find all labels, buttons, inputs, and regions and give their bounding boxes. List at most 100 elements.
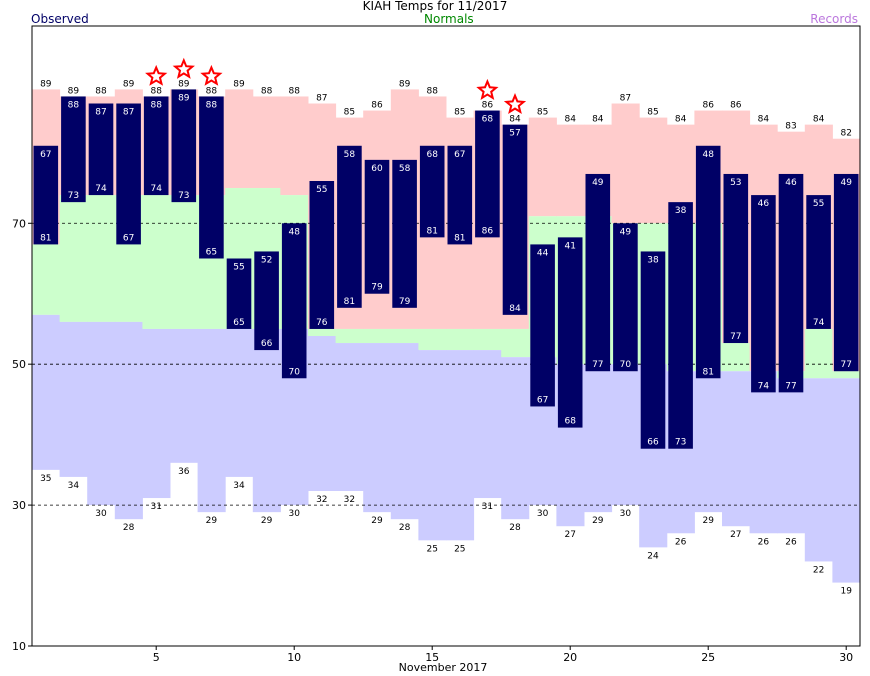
record-high-label: 88 <box>288 86 300 96</box>
x-tick-label: 25 <box>701 651 715 664</box>
observed-low-label: 77 <box>840 360 851 370</box>
record-low-band <box>473 350 502 499</box>
record-high-label: 89 <box>68 86 80 96</box>
observed-high-label: 46 <box>785 178 797 188</box>
record-low-label: 24 <box>647 551 659 561</box>
observed-low-label: 81 <box>344 297 355 307</box>
record-high-label: 85 <box>454 108 465 118</box>
observed-low-label: 65 <box>206 248 217 258</box>
record-low-label: 28 <box>509 523 521 533</box>
observed-high-label: 87 <box>123 108 134 118</box>
record-high-label: 87 <box>620 94 631 104</box>
record-low-label: 32 <box>316 495 327 505</box>
observed-bar <box>447 145 473 245</box>
observed-bar <box>281 223 307 379</box>
observed-bar <box>337 145 362 308</box>
record-low-label: 22 <box>813 565 824 575</box>
observed-bar <box>171 89 197 203</box>
chart-title: KIAH Temps for 11/2017 <box>362 0 508 13</box>
normal-band <box>170 195 199 329</box>
observed-low-label: 77 <box>730 332 741 342</box>
normal-band <box>335 328 364 344</box>
observed-low-label: 81 <box>40 233 51 243</box>
record-low-label: 30 <box>620 509 632 519</box>
record-low-band <box>59 321 88 477</box>
record-high-label: 84 <box>675 115 687 125</box>
observed-low-label: 77 <box>785 381 796 391</box>
observed-high-label: 46 <box>758 199 770 209</box>
record-low-label: 29 <box>702 516 714 526</box>
observed-bar <box>502 124 528 315</box>
legend-observed: Observed <box>31 12 89 26</box>
normal-band <box>59 195 88 322</box>
record-high-label: 88 <box>261 86 273 96</box>
x-tick-label: 10 <box>287 651 301 664</box>
observed-low-label: 81 <box>426 226 437 236</box>
observed-high-label: 67 <box>454 150 465 160</box>
observed-high-label: 58 <box>399 164 411 174</box>
record-high-label: 88 <box>95 86 107 96</box>
observed-high-label: 88 <box>68 100 80 110</box>
record-high-band <box>528 117 557 217</box>
record-low-label: 34 <box>233 481 245 491</box>
record-high-label: 88 <box>426 86 438 96</box>
record-low-label: 32 <box>344 495 355 505</box>
record-high-label: 84 <box>758 115 770 125</box>
x-tick-label: 30 <box>839 651 853 664</box>
observed-high-label: 88 <box>150 100 162 110</box>
record-low-band <box>252 328 281 513</box>
observed-low-label: 65 <box>233 318 244 328</box>
normal-band <box>363 328 392 344</box>
observed-high-label: 38 <box>675 206 687 216</box>
observed-low-label: 74 <box>150 184 162 194</box>
record-high-label: 89 <box>40 79 52 89</box>
record-low-label: 35 <box>40 474 51 484</box>
observed-high-label: 89 <box>178 93 190 103</box>
record-low-band <box>142 328 171 499</box>
record-high-label: 86 <box>730 101 742 111</box>
record-high-label: 83 <box>785 122 796 132</box>
record-low-band <box>584 364 613 513</box>
observed-bar <box>475 110 500 238</box>
record-low-label: 30 <box>288 509 300 519</box>
record-low-band <box>32 314 61 470</box>
record-low-band <box>832 378 861 583</box>
record-high-label: 85 <box>537 108 548 118</box>
observed-bar <box>88 103 114 196</box>
normal-band <box>390 328 419 344</box>
record-high-band <box>280 96 309 196</box>
observed-high-label: 49 <box>620 227 632 237</box>
observed-bar <box>61 96 86 203</box>
record-high-label: 89 <box>123 79 135 89</box>
record-high-label: 88 <box>206 86 218 96</box>
observed-bar <box>116 103 141 245</box>
record-high-label: 82 <box>840 129 851 139</box>
record-high-label: 85 <box>647 108 658 118</box>
record-high-label: 84 <box>564 115 576 125</box>
observed-low-label: 81 <box>454 233 465 243</box>
observed-bar <box>226 258 252 329</box>
record-low-band <box>501 357 530 520</box>
observed-bar <box>668 202 693 449</box>
observed-bar <box>530 244 555 407</box>
record-low-label: 29 <box>592 516 604 526</box>
observed-low-label: 73 <box>675 438 686 448</box>
observed-high-label: 88 <box>206 100 218 110</box>
observed-low-label: 70 <box>620 360 632 370</box>
record-low-label: 25 <box>454 544 465 554</box>
observed-bar <box>723 173 749 344</box>
observed-bar <box>254 251 279 351</box>
record-low-label: 29 <box>206 516 218 526</box>
observed-low-label: 86 <box>482 226 494 236</box>
record-high-label: 84 <box>592 115 604 125</box>
record-low-label: 26 <box>785 537 797 547</box>
observed-high-label: 53 <box>730 178 741 188</box>
record-low-band <box>446 350 475 541</box>
record-low-band <box>308 336 337 491</box>
observed-high-label: 55 <box>316 185 327 195</box>
normal-band <box>722 343 751 372</box>
observed-bar <box>613 223 638 372</box>
record-low-label: 26 <box>758 537 770 547</box>
observed-low-label: 79 <box>399 297 411 307</box>
